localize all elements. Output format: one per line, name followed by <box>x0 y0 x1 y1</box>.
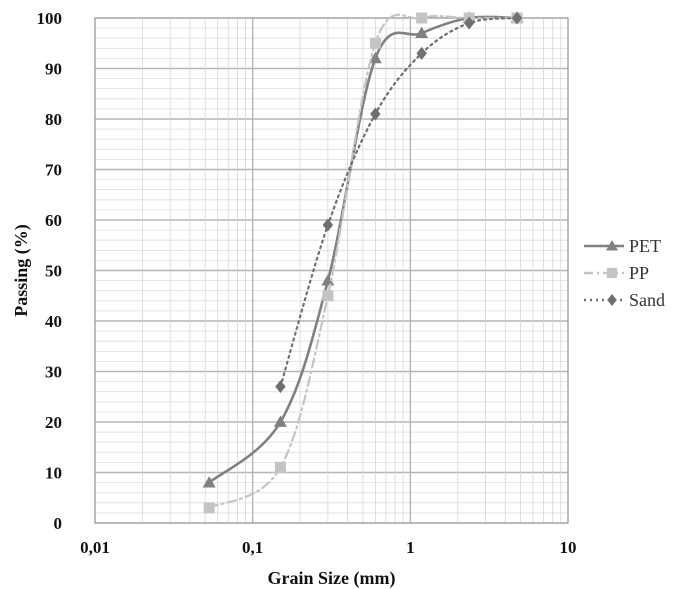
y-tick-label: 30 <box>45 363 62 382</box>
y-tick-label: 0 <box>54 514 63 533</box>
data-point-pet <box>368 51 382 64</box>
legend-label: PP <box>629 263 649 283</box>
legend-marker-sand <box>607 294 617 306</box>
legend: PET PP Sand <box>584 236 665 310</box>
series-layer <box>202 11 524 514</box>
legend-label: Sand <box>629 290 665 310</box>
series-sand <box>275 11 523 394</box>
legend-item-pet: PET <box>584 236 661 256</box>
y-tick-labels: 0 10 20 30 40 50 60 70 80 90 100 <box>37 9 63 533</box>
y-tick-label: 50 <box>45 262 62 281</box>
y-tick-label: 20 <box>45 413 62 432</box>
data-point-pp <box>203 502 215 514</box>
y-tick-label: 10 <box>45 464 62 483</box>
data-point-sand <box>463 16 475 30</box>
legend-item-sand: Sand <box>584 290 665 310</box>
legend-item-pp: PP <box>584 263 649 283</box>
plot-frame <box>94 17 569 524</box>
series-line-pp <box>208 13 519 509</box>
y-tick-label: 70 <box>45 161 62 180</box>
data-point-pp <box>369 37 381 49</box>
x-tick-label: 0,01 <box>80 538 110 557</box>
data-point-pp <box>322 290 334 302</box>
y-axis-title: Passing (%) <box>11 224 32 317</box>
legend-marker-pp <box>606 267 618 279</box>
data-point-pet <box>415 26 429 39</box>
y-tick-label: 80 <box>45 110 62 129</box>
x-tick-label: 10 <box>560 538 577 557</box>
y-tick-label: 40 <box>45 312 62 331</box>
data-point-pet <box>202 476 216 488</box>
y-tick-label: 100 <box>37 9 63 28</box>
data-point-pet <box>321 274 335 286</box>
data-point-sand <box>322 218 334 232</box>
x-axis-title: Grain Size (mm) <box>268 568 396 589</box>
data-point-sand <box>275 380 286 394</box>
legend-label: PET <box>629 236 661 256</box>
data-point-sand <box>511 11 523 25</box>
data-point-pet <box>273 415 287 427</box>
y-tick-label: 90 <box>45 60 62 79</box>
x-tick-labels: 0,01 0,1 1 10 <box>80 538 576 557</box>
legend-marker-pet <box>606 240 618 251</box>
data-point-sand <box>416 46 427 60</box>
y-tick-label: 60 <box>45 211 62 230</box>
x-tick-label: 1 <box>406 538 415 557</box>
data-point-pp <box>274 461 286 473</box>
x-tick-label: 0,1 <box>242 538 263 557</box>
data-point-sand <box>370 107 381 121</box>
data-point-pp <box>416 12 428 24</box>
